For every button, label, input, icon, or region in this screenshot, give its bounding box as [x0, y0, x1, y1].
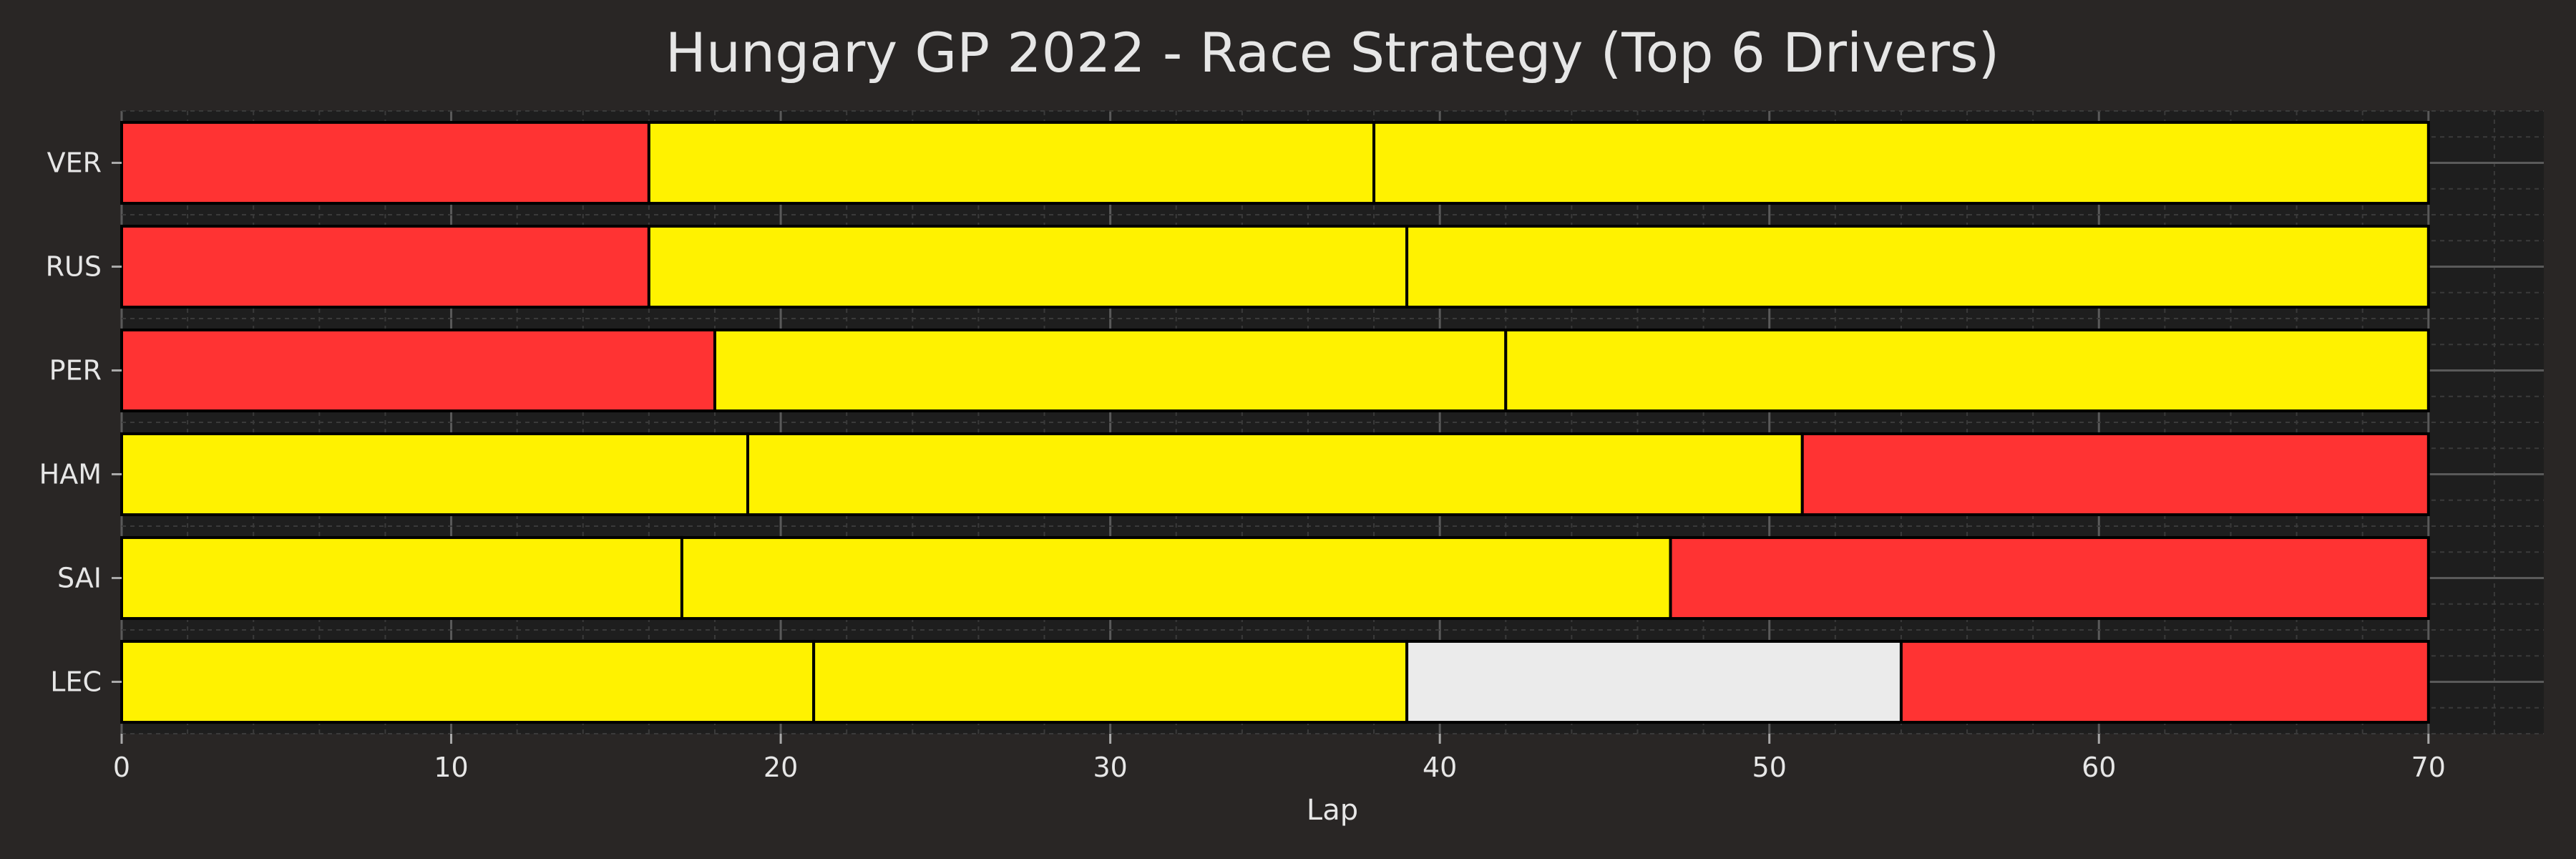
stint-bar-lec-hard [1405, 639, 1903, 724]
stint-bar-sai-medium [120, 535, 683, 621]
stint-bar-rus-soft [120, 224, 650, 309]
x-tick-label: 50 [1752, 752, 1787, 783]
stint-bar-lec-medium [812, 639, 1409, 724]
stint-bar-ver-soft [120, 120, 650, 205]
y-tick-label: PER [49, 355, 102, 387]
stint-bar-ver-medium [1372, 120, 2430, 205]
x-tick-label: 70 [2411, 752, 2446, 783]
stint-bar-lec-soft [1899, 639, 2430, 724]
y-tick-label: SAI [57, 563, 102, 594]
x-tick-label: 60 [2082, 752, 2116, 783]
x-axis-label: Lap [1307, 794, 1358, 827]
x-tick-label: 30 [1093, 752, 1127, 783]
stint-bar-per-medium [713, 328, 1508, 413]
stint-bar-per-medium [1504, 328, 2430, 413]
y-tick-label: LEC [50, 666, 102, 698]
chart-title: Hungary GP 2022 - Race Strategy (Top 6 D… [665, 21, 2000, 84]
stint-bar-ver-medium [647, 120, 1376, 205]
stint-bar-sai-medium [680, 535, 1672, 621]
x-tick-label: 20 [763, 752, 798, 783]
y-tick-label: RUS [46, 251, 102, 283]
stint-bar-per-soft [120, 328, 716, 413]
y-tick-label: VER [47, 147, 102, 179]
stint-bars [120, 120, 2430, 724]
stint-bar-rus-medium [1405, 224, 2430, 309]
stint-bar-sai-soft [1669, 535, 2430, 621]
x-tick-label: 10 [434, 752, 468, 783]
x-tick-label: 0 [113, 752, 130, 783]
stint-bar-ham-medium [120, 432, 750, 517]
y-axis: VER RUS PER HAM SAI LEC [39, 147, 122, 698]
stint-bar-lec-medium [120, 639, 816, 724]
x-tick-label: 40 [1423, 752, 1457, 783]
stint-bar-ham-soft [1800, 432, 2430, 517]
y-tick-label: HAM [39, 459, 102, 490]
stint-bar-rus-medium [647, 224, 1409, 309]
stint-bar-ham-medium [746, 432, 1804, 517]
x-axis: 0 10 20 30 40 50 60 70 [113, 734, 2446, 783]
